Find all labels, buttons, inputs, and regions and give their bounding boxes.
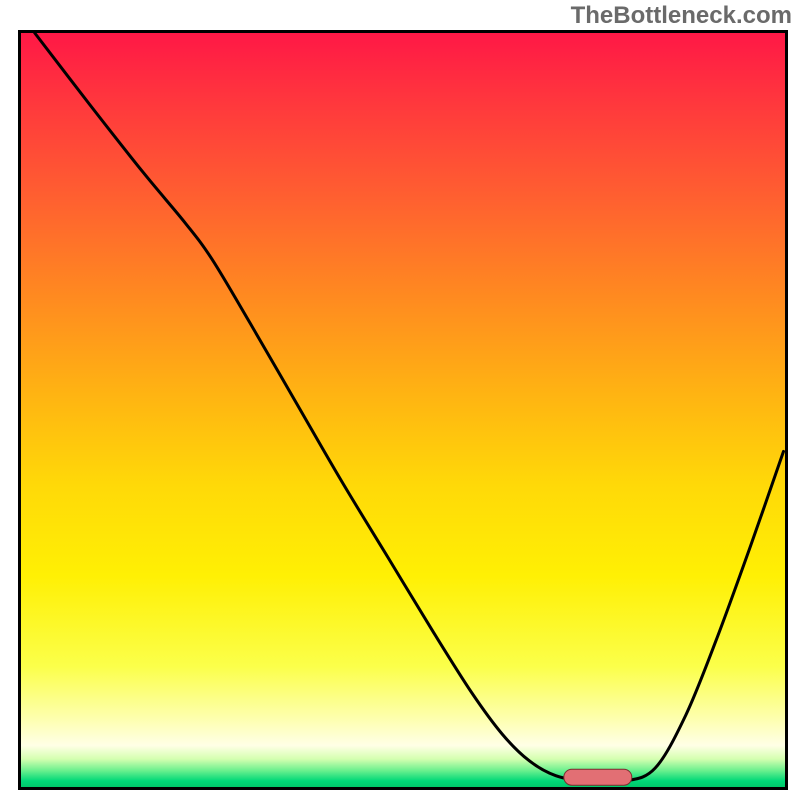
watermark-text: TheBottleneck.com (571, 2, 792, 30)
plot-svg (18, 30, 788, 790)
gradient-background (21, 33, 785, 787)
chart-container: TheBottleneck.com (0, 0, 800, 800)
optimal-marker (564, 769, 632, 785)
plot-area (18, 30, 788, 790)
